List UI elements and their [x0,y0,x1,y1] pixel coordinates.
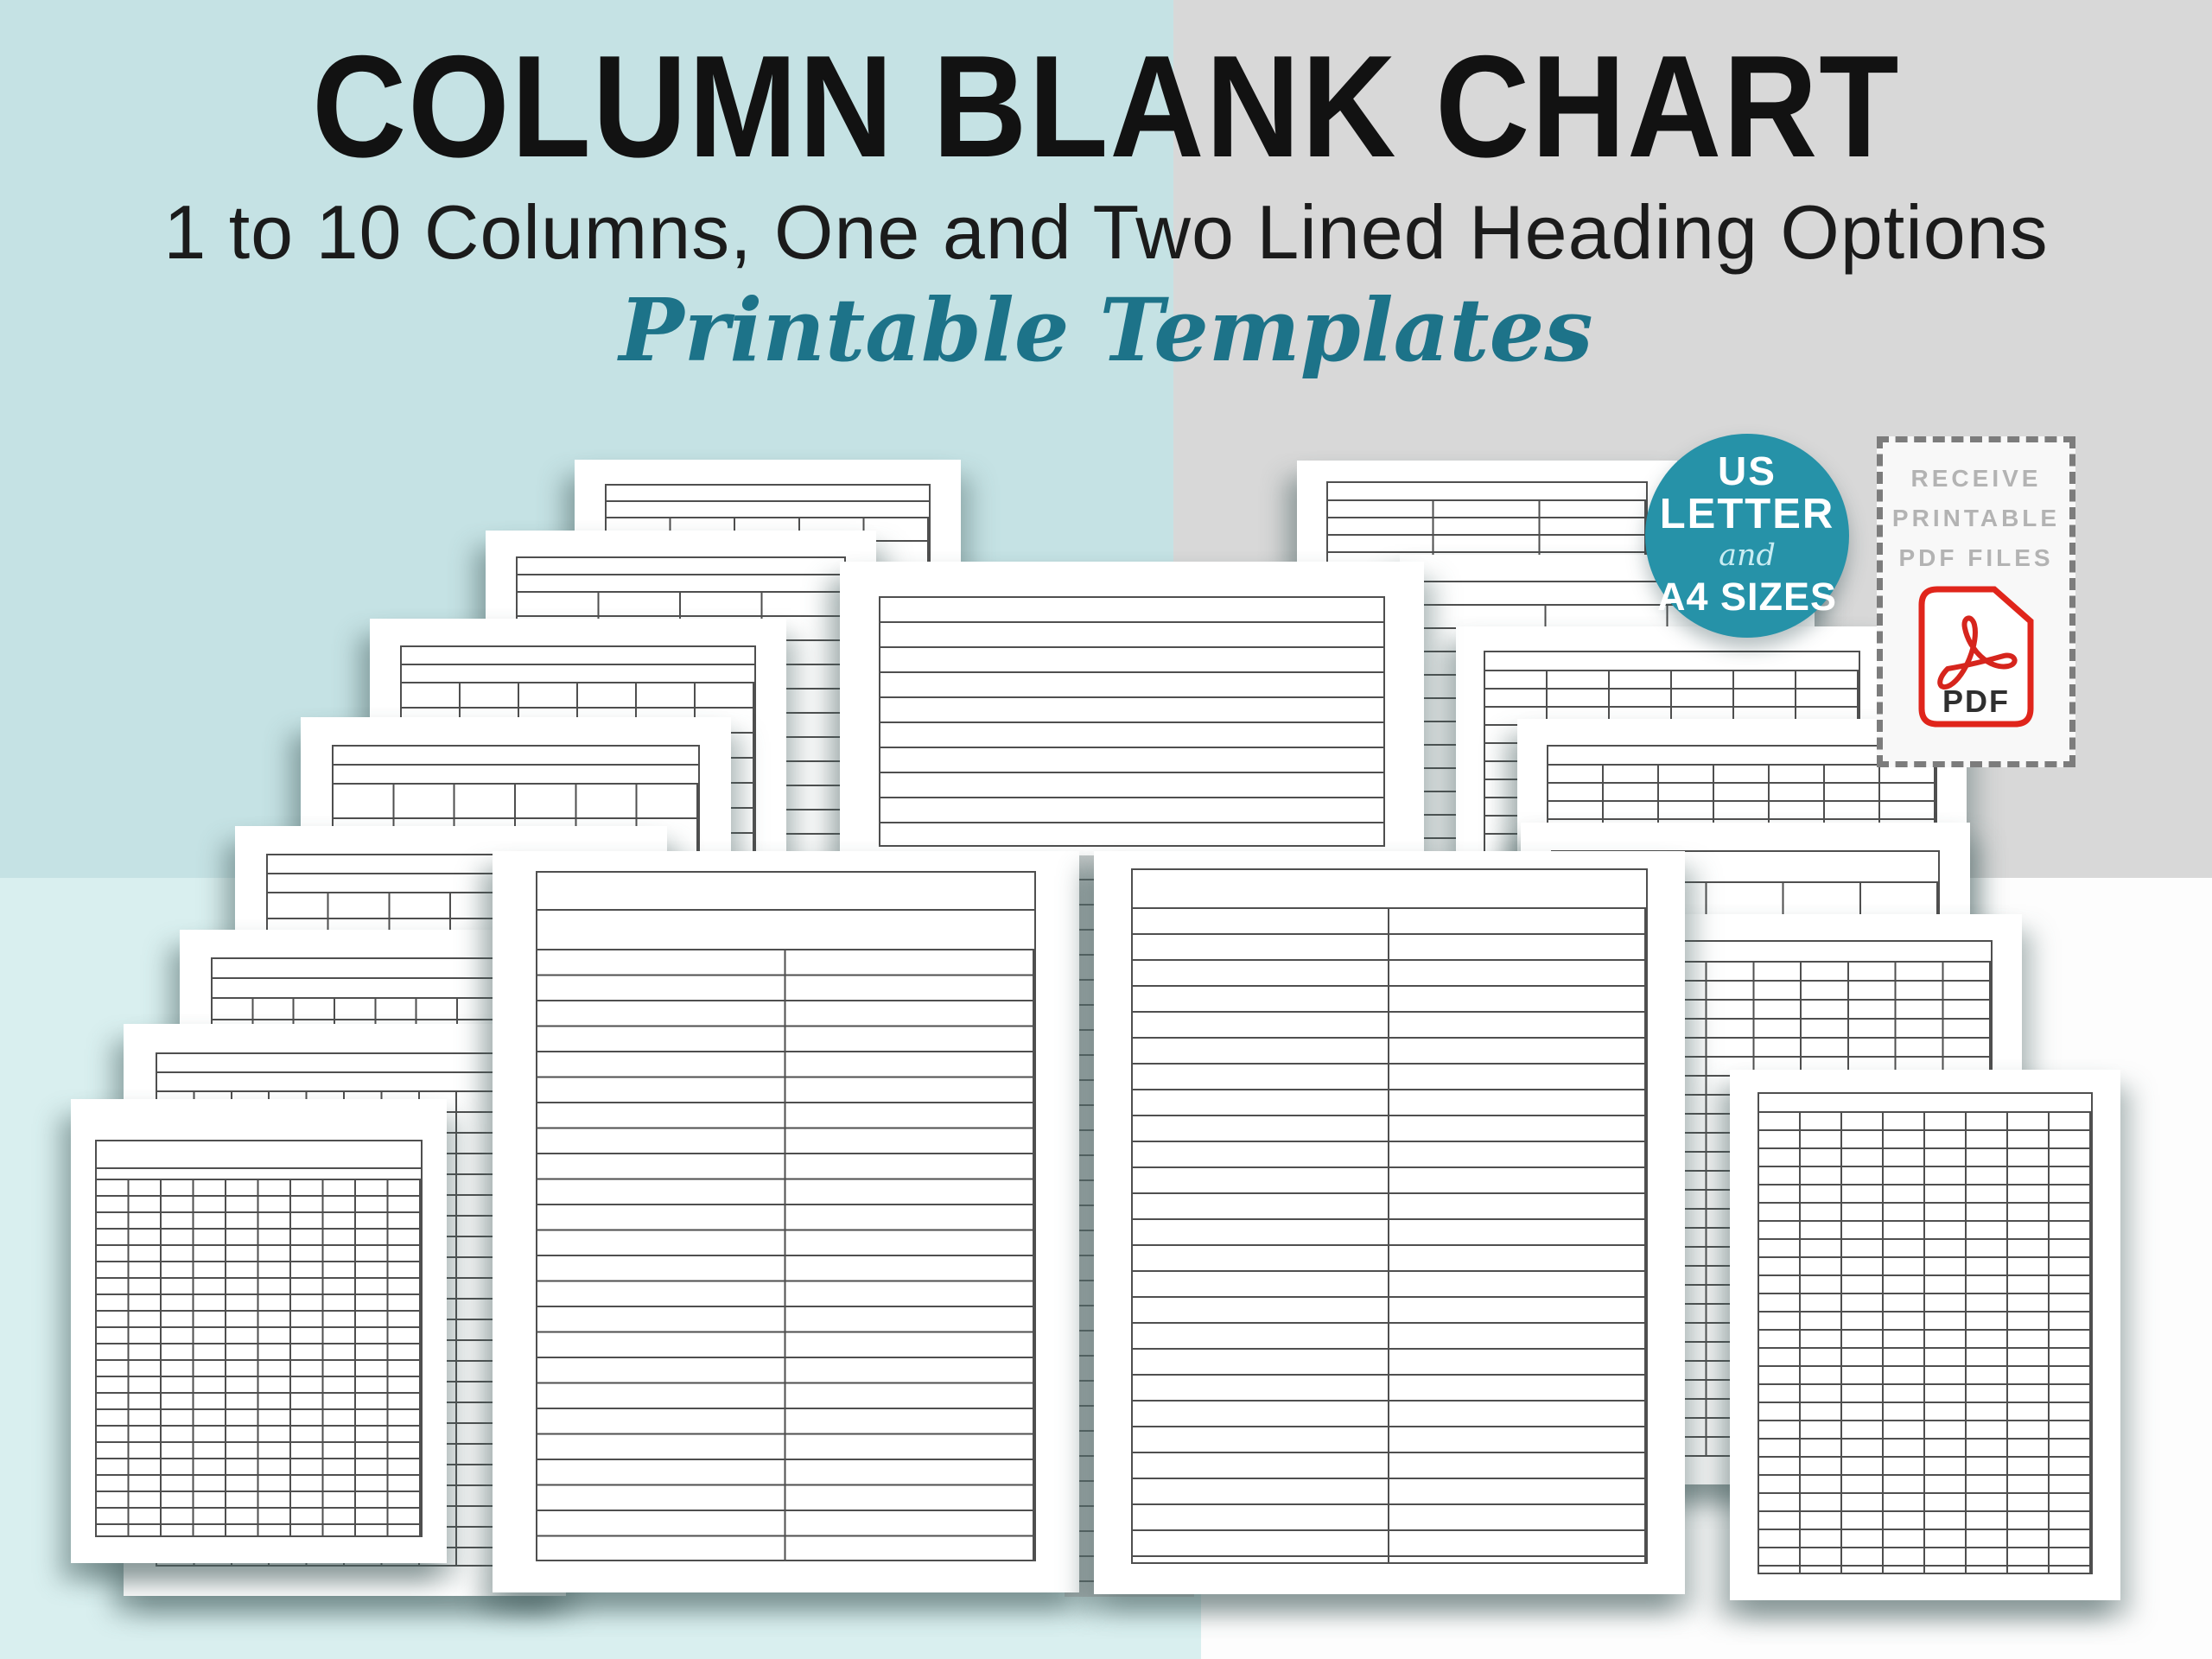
table-header-row-1 [1759,1094,2091,1113]
table-header-row-2 [518,575,844,593]
template-page-right-8col-grid-front [1730,1070,2120,1600]
page-table [1758,1092,2093,1574]
table-body-grid [97,1180,421,1535]
table-header-row-2 [97,1169,421,1180]
subtitle: 1 to 10 Columns, One and Two Lined Headi… [163,189,2049,276]
tagline: Printable Templates [619,278,1593,381]
pdf-box-line-2: PRINTABLE [1891,505,2061,531]
badge-line-letter: LETTER [1659,490,1835,537]
page-table [95,1140,423,1537]
page-table [879,596,1385,847]
table-header-row-1 [518,558,844,575]
size-badge: US LETTER and A4 SIZES [1645,434,1849,638]
table-header-row-1 [268,855,634,874]
table-body-grid [537,950,1034,1560]
table-header-row-1 [157,1054,532,1073]
page-title: COLUMN BLANK CHART [311,25,1901,188]
table-header-row-2 [334,766,698,785]
table-body-grid [880,598,1383,845]
header-text-block: COLUMN BLANK CHART 1 to 10 Columns, One … [0,25,2212,381]
table-header-row-1 [537,873,1034,911]
template-page-landscape-1col [840,562,1424,878]
table-body-grid [1133,909,1646,1562]
template-page-front-2col-1head [1094,851,1685,1594]
table-header-row-2 [537,911,1034,950]
pdf-icon-outline [1918,586,2034,728]
table-header-row-1 [97,1141,421,1169]
pdf-icon-swirl [1937,615,2018,690]
table-header-row-2 [157,1073,532,1092]
pdf-box-line-1: RECEIVE [1910,465,2042,492]
table-header-row-1 [1424,582,1790,606]
pdf-icon-label: PDF [1942,683,2010,719]
table-header-row-1 [1328,483,1646,501]
table-header-row-2 [213,979,581,999]
table-header-row-2 [268,874,634,893]
template-page-front-2col-2head [493,851,1079,1592]
table-header-row-1 [1553,852,1938,883]
table-body-grid [1759,1113,2091,1573]
table-header-row-2 [607,502,929,518]
table-header-row-1 [607,486,929,502]
page-table [536,871,1036,1561]
table-header-row-1 [1485,652,1859,671]
template-page-left-10col-grid-front [71,1099,447,1563]
table-header-row-1 [402,647,754,665]
pdf-box-line-3: PDF FILES [1898,544,2054,571]
badge-line-a4: A4 SIZES [1656,575,1838,620]
pdf-file-icon: PDF [1918,586,2034,732]
badge-line-and: and [1719,537,1776,573]
badge-line-us: US [1718,448,1777,493]
table-header-row-1 [1548,747,1936,766]
table-header-row-1 [1133,870,1646,909]
table-header-row-1 [1612,942,1991,963]
pdf-files-box: RECEIVE PRINTABLE PDF FILES PDF [1877,436,2075,767]
table-header-row-1 [334,747,698,766]
table-header-row-1 [213,959,581,979]
table-header-row-2 [402,665,754,683]
page-table [1131,868,1648,1564]
